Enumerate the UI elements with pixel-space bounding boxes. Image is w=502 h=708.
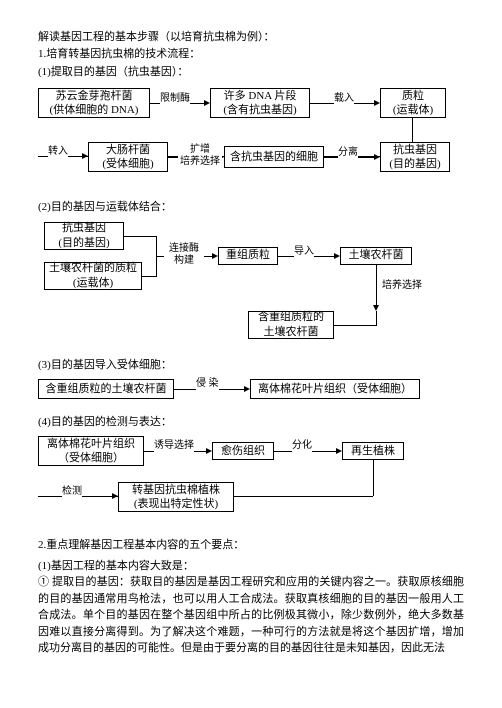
section2-heading: 2.重点理解基因工程基本内容的五个要点： — [38, 538, 464, 553]
box-line: 质粒 — [402, 89, 424, 103]
node-dna-fragments: 许多 DNA 片段 (含有抗虫基因) — [210, 88, 310, 118]
box-line: 苏云金芽孢杆菌 — [56, 89, 133, 103]
node-target-gene: 抗虫基因 (目的基因) — [380, 142, 450, 172]
step4-label: (4)目的基因的检测与表达： — [38, 415, 464, 430]
intro-line-3: (1)提取目的基因（抗虫基因）： — [38, 65, 464, 80]
arrow-label-ligase: 连接酶构建 — [164, 243, 204, 267]
box-line: 土壤农杆菌的质粒 — [49, 261, 137, 275]
arrow-label-restriction: 限制酶 — [160, 93, 190, 105]
box-line: 大肠杆菌 — [106, 143, 150, 157]
node-gene-cells: 含抗虫基因的细胞 — [224, 146, 324, 168]
flowchart-step4: 离体棉花叶片组织 （受体细胞） 诱导选择 愈伤组织 分化 再生植株 检测 转基因… — [38, 434, 464, 524]
box-line: (运载体) — [393, 103, 433, 117]
arrow-label-transfer: 转入 — [48, 146, 68, 158]
box-line: 土壤农杆菌 — [264, 325, 319, 339]
arrow-label-differentiate: 分化 — [292, 440, 312, 452]
box-line: （受体细胞） — [58, 451, 124, 465]
box-line: 愈伤组织 — [221, 444, 265, 458]
box-line: 离体棉花叶片组织 — [47, 437, 135, 451]
section2-sub: (1)基因工程的基本内容大致是： — [38, 558, 464, 575]
box-line: (受体细胞) — [102, 157, 153, 171]
box-line: 含抗虫基因的细胞 — [230, 150, 318, 164]
box-line: 重组质粒 — [226, 248, 270, 262]
box-line: 抗虫基因 — [393, 143, 437, 157]
node-recombinant: 重组质粒 — [218, 247, 278, 265]
step2-label: (2)目的基因与运载体结合： — [38, 200, 464, 215]
node-agrobacterium: 土壤农杆菌 — [340, 247, 412, 265]
flowchart-step3: 含重组质粒的土壤农杆菌 侵 染 离体棉花叶片组织（受体细胞） — [38, 377, 464, 407]
box-line: (表现出特定性状) — [134, 497, 218, 511]
box-line: 许多 DNA 片段 — [224, 89, 297, 103]
node-ecoli: 大肠杆菌 (受体细胞) — [88, 142, 168, 172]
node-target-gene-2: 抗虫基因 (目的基因) — [44, 222, 124, 250]
box-line: (供体细胞的 DNA) — [50, 103, 139, 117]
node-cotton-tissue: 离体棉花叶片组织（受体细胞） — [250, 379, 420, 399]
node-agro-plasmid: 土壤农杆菌的质粒 (运载体) — [44, 262, 142, 290]
box-line: 含重组质粒的 — [258, 310, 324, 324]
arrow-label-separate: 分离 — [338, 147, 358, 159]
arrow-label-amplify: 扩增培养选择 — [178, 144, 222, 168]
box-line: (目的基因) — [58, 236, 109, 250]
arrow-label-detect: 检测 — [62, 486, 82, 498]
box-line: (目的基因) — [389, 157, 440, 171]
node-recomb-agro: 含重组质粒的 土壤农杆菌 — [248, 311, 334, 339]
box-line: 再生植株 — [351, 444, 395, 458]
arrow-label-introduce: 导入 — [294, 246, 314, 258]
node-source-bacteria: 苏云金芽孢杆菌 (供体细胞的 DNA) — [38, 88, 150, 118]
node-plasmid: 质粒 (运载体) — [380, 88, 446, 118]
arrow-label-culture-select: 培养选择 — [382, 280, 422, 292]
arrow-label-infect: 侵 染 — [196, 378, 219, 390]
box-line: 含重组质粒的土壤农杆菌 — [46, 382, 167, 396]
node-callus: 愈伤组织 — [212, 442, 274, 460]
node-cotton-tissue-4: 离体棉花叶片组织 （受体细胞） — [38, 436, 144, 466]
box-line: 离体棉花叶片组织（受体细胞） — [258, 382, 412, 396]
flowchart-step1: 苏云金芽孢杆菌 (供体细胞的 DNA) 许多 DNA 片段 (含有抗虫基因) 质… — [38, 84, 464, 192]
node-transgenic-plant: 转基因抗虫棉植株 (表现出特定性状) — [118, 482, 234, 512]
box-line: (含有抗虫基因) — [223, 103, 296, 117]
box-line: 抗虫基因 — [62, 221, 106, 235]
intro-line-1: 解读基因工程的基本步骤（以培育抗虫棉为例）： — [38, 30, 464, 45]
box-line: (运载体) — [73, 276, 113, 290]
box-line: 转基因抗虫棉植株 — [132, 483, 220, 497]
box-line: 土壤农杆菌 — [349, 248, 404, 262]
flowchart-step2: 抗虫基因 (目的基因) 土壤农杆菌的质粒 (运载体) 连接酶构建 重组质粒 导入… — [38, 220, 464, 350]
step3-label: (3)目的基因导入受体细胞： — [38, 358, 464, 373]
arrow-label-induce: 诱导选择 — [154, 440, 194, 452]
arrow-label-load: 载入 — [334, 93, 354, 105]
node-recomb-agro-3: 含重组质粒的土壤农杆菌 — [38, 379, 174, 399]
node-regen-plant: 再生植株 — [342, 442, 404, 460]
intro-line-2: 1.培育转基因抗虫棉的技术流程： — [38, 47, 464, 62]
section2-paragraph: ① 提取目的基因：获取目的基因是基因工程研究和应用的关键内容之一。获取原核细胞的… — [38, 574, 464, 657]
